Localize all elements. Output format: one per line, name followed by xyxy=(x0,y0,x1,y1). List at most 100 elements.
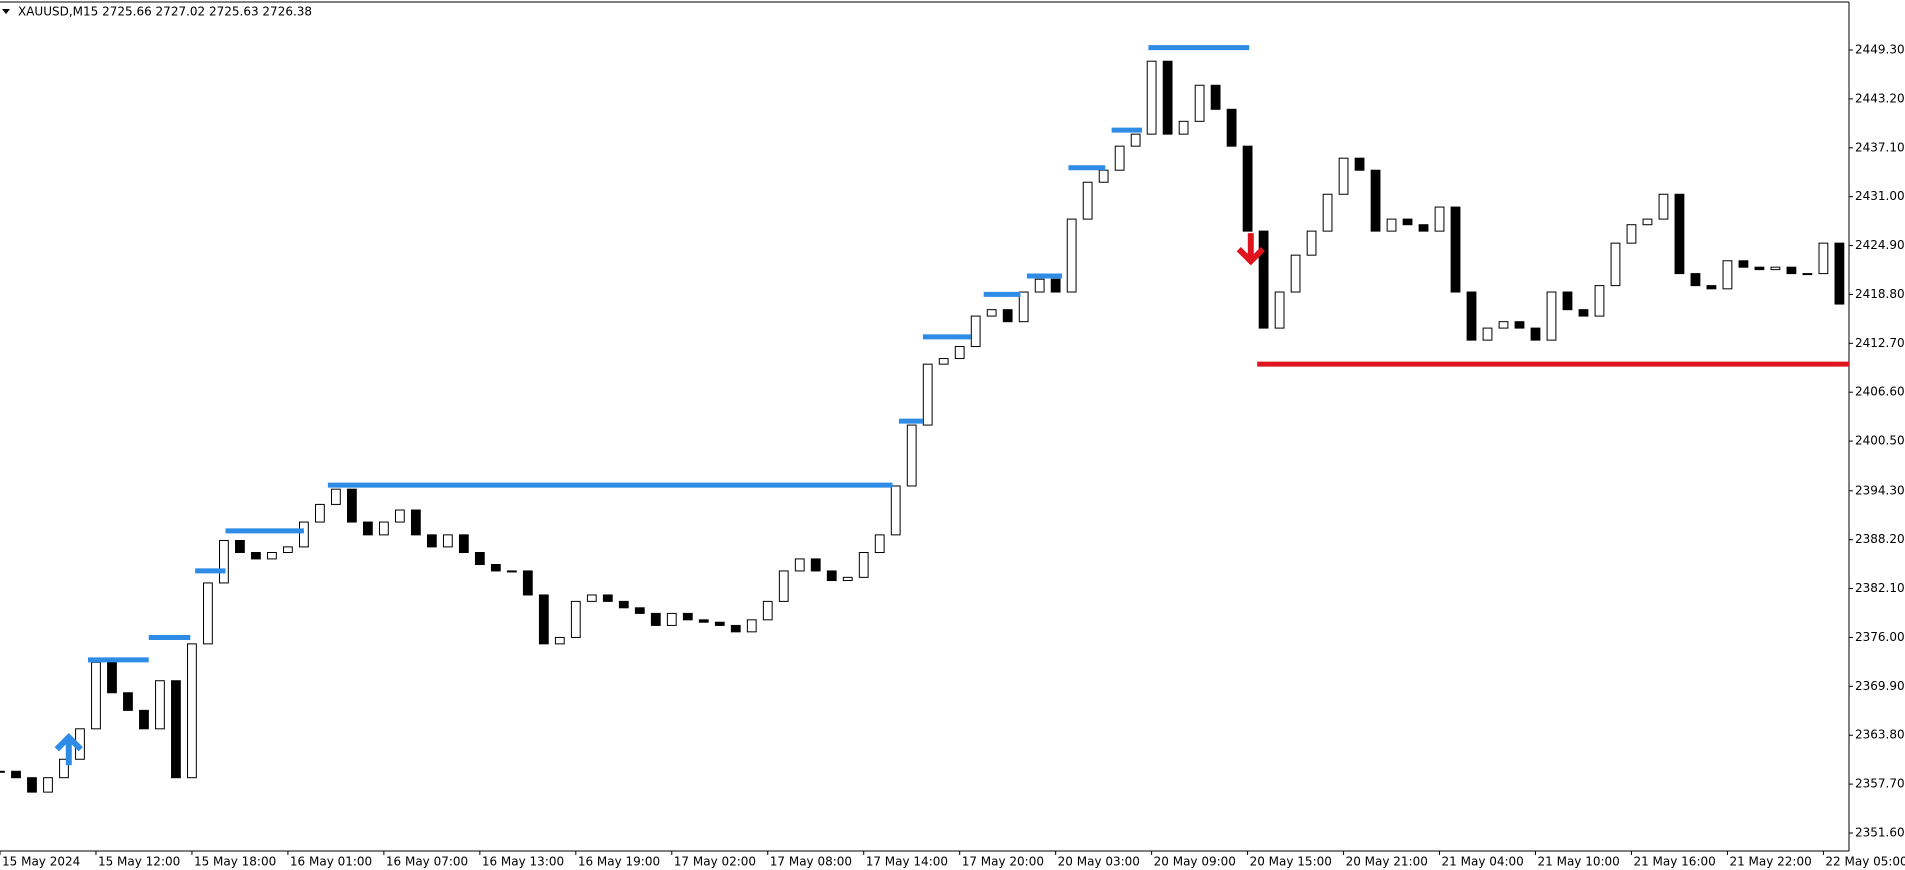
candle xyxy=(570,600,581,638)
x-tick-label: 21 May 10:00 xyxy=(1538,855,1620,869)
candle xyxy=(842,576,853,582)
x-tick-label: 15 May 2024 xyxy=(2,855,80,869)
candle xyxy=(1546,291,1557,341)
candle xyxy=(506,570,517,573)
candle xyxy=(1002,309,1013,323)
x-tick-label: 16 May 19:00 xyxy=(578,855,660,869)
x-tick-label: 16 May 07:00 xyxy=(386,855,468,869)
candle xyxy=(1050,278,1061,293)
y-tick-label: 2406.60 xyxy=(1855,385,1905,399)
candle xyxy=(1738,260,1749,268)
x-tick-label: 21 May 04:00 xyxy=(1442,855,1524,869)
candle xyxy=(426,534,437,548)
candle xyxy=(1818,242,1829,275)
candle xyxy=(59,758,69,779)
candle xyxy=(1482,327,1493,341)
candle xyxy=(1514,321,1525,329)
x-tick-label: 20 May 15:00 xyxy=(1250,855,1332,869)
chart-title: XAUUSD,M15 2725.66 2727.02 2725.63 2726.… xyxy=(18,5,312,19)
candle xyxy=(1722,260,1733,290)
candle xyxy=(666,612,677,626)
candle xyxy=(1386,218,1397,232)
candle xyxy=(1178,120,1189,135)
candle xyxy=(1754,266,1765,271)
candle xyxy=(346,488,357,523)
candle xyxy=(1706,285,1717,290)
candle xyxy=(1786,266,1797,275)
candle xyxy=(43,777,53,793)
candle xyxy=(1626,224,1637,244)
candle xyxy=(27,777,37,793)
candle xyxy=(203,582,213,645)
x-tick-label: 17 May 20:00 xyxy=(962,855,1044,869)
candle xyxy=(11,770,21,779)
candle xyxy=(1418,224,1429,232)
candle xyxy=(1082,181,1093,220)
candle xyxy=(1210,84,1221,110)
y-tick-label: 2394.30 xyxy=(1855,483,1905,497)
candle xyxy=(554,636,565,645)
y-tick-label: 2443.20 xyxy=(1855,91,1905,105)
x-tick-label: 22 May 05:00 xyxy=(1825,855,1905,869)
candle xyxy=(1194,84,1205,122)
candle xyxy=(1594,285,1605,317)
candle xyxy=(0,770,5,773)
x-tick-label: 21 May 16:00 xyxy=(1633,855,1715,869)
y-tick-label: 2437.10 xyxy=(1855,140,1905,154)
x-tick-label: 15 May 18:00 xyxy=(194,855,276,869)
x-tick-label: 20 May 09:00 xyxy=(1154,855,1236,869)
candle xyxy=(1674,193,1685,275)
x-tick-label: 16 May 13:00 xyxy=(482,855,564,869)
candle xyxy=(1642,218,1653,226)
candle xyxy=(378,521,389,536)
x-tick-label: 20 May 03:00 xyxy=(1058,855,1140,869)
candle xyxy=(1434,206,1445,232)
y-tick-label: 2351.60 xyxy=(1855,826,1905,840)
candle xyxy=(1690,273,1701,287)
symbol-menu-icon[interactable] xyxy=(2,9,10,14)
candle xyxy=(1530,327,1541,341)
candle xyxy=(1562,291,1573,311)
candle xyxy=(1034,278,1045,293)
candle xyxy=(458,534,469,553)
y-tick-label: 2369.90 xyxy=(1855,679,1905,693)
candle xyxy=(874,534,885,553)
candle xyxy=(123,692,133,711)
candle xyxy=(155,680,165,730)
candle xyxy=(1370,169,1381,232)
candle xyxy=(219,539,229,584)
candle xyxy=(394,509,405,523)
candle xyxy=(1498,321,1509,329)
y-tick-label: 2418.80 xyxy=(1855,287,1905,301)
candle xyxy=(1226,108,1237,147)
x-tick-label: 15 May 12:00 xyxy=(98,855,180,869)
candle xyxy=(650,612,661,626)
candle xyxy=(1258,230,1269,329)
candle xyxy=(442,534,453,548)
y-tick-label: 2431.00 xyxy=(1855,189,1905,203)
candle xyxy=(1402,218,1413,226)
candle xyxy=(538,594,549,645)
x-tick-label: 17 May 08:00 xyxy=(770,855,852,869)
candle xyxy=(1162,60,1173,135)
candle xyxy=(698,619,709,623)
candle xyxy=(187,643,197,779)
y-tick-label: 2357.70 xyxy=(1855,777,1905,791)
candle xyxy=(1242,145,1253,232)
y-tick-label: 2363.80 xyxy=(1855,728,1905,742)
y-tick-label: 2388.20 xyxy=(1855,532,1905,546)
candle xyxy=(1450,206,1461,293)
candle xyxy=(251,551,261,560)
candle xyxy=(1146,60,1157,135)
x-tick-label: 21 May 22:00 xyxy=(1729,855,1811,869)
candle xyxy=(1290,254,1301,293)
candle xyxy=(1834,242,1845,305)
candle xyxy=(906,424,917,487)
candle xyxy=(1130,133,1141,147)
candle xyxy=(682,612,693,621)
candle xyxy=(91,661,101,730)
candle xyxy=(602,594,613,602)
